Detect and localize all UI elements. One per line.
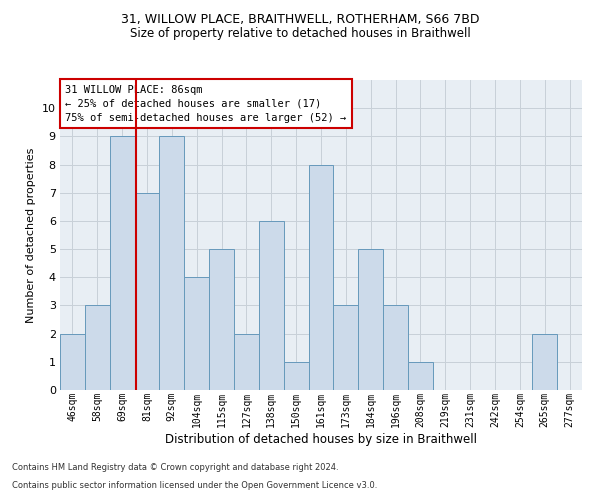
Y-axis label: Number of detached properties: Number of detached properties: [26, 148, 36, 322]
Bar: [383, 306, 408, 390]
Bar: [532, 334, 557, 390]
Bar: [358, 249, 383, 390]
Bar: [209, 249, 234, 390]
Bar: [308, 164, 334, 390]
Text: 31 WILLOW PLACE: 86sqm
← 25% of detached houses are smaller (17)
75% of semi-det: 31 WILLOW PLACE: 86sqm ← 25% of detached…: [65, 84, 346, 122]
Bar: [334, 306, 358, 390]
Bar: [85, 306, 110, 390]
Text: Distribution of detached houses by size in Braithwell: Distribution of detached houses by size …: [165, 432, 477, 446]
Text: Contains public sector information licensed under the Open Government Licence v3: Contains public sector information licen…: [12, 481, 377, 490]
Bar: [259, 221, 284, 390]
Bar: [110, 136, 134, 390]
Text: Size of property relative to detached houses in Braithwell: Size of property relative to detached ho…: [130, 28, 470, 40]
Text: 31, WILLOW PLACE, BRAITHWELL, ROTHERHAM, S66 7BD: 31, WILLOW PLACE, BRAITHWELL, ROTHERHAM,…: [121, 12, 479, 26]
Bar: [184, 278, 209, 390]
Bar: [160, 136, 184, 390]
Text: Contains HM Land Registry data © Crown copyright and database right 2024.: Contains HM Land Registry data © Crown c…: [12, 464, 338, 472]
Bar: [234, 334, 259, 390]
Bar: [134, 192, 160, 390]
Bar: [284, 362, 308, 390]
Bar: [408, 362, 433, 390]
Bar: [60, 334, 85, 390]
